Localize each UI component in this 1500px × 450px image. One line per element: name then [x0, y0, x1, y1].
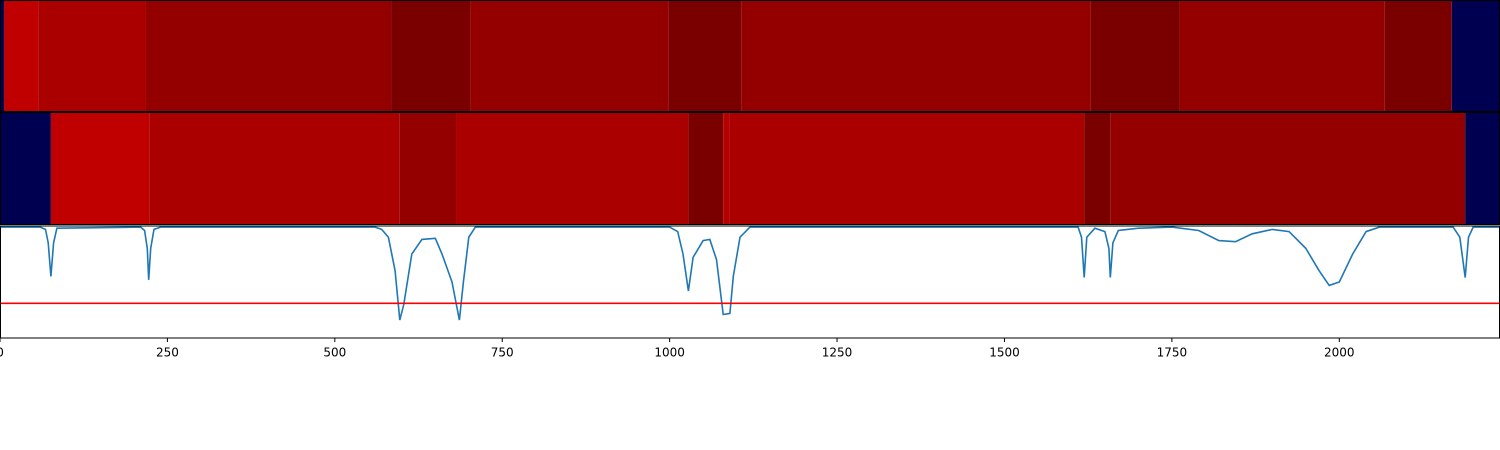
segment: [1090, 1, 1180, 112]
segment: [729, 113, 1085, 225]
segment: [1465, 113, 1500, 225]
x-tick-label: 500: [323, 346, 346, 360]
segment: [0, 113, 51, 225]
x-tick-label: 1250: [822, 346, 853, 360]
x-tick-label: 1000: [654, 346, 685, 360]
segment: [149, 113, 400, 225]
x-tick-label: 2000: [1324, 346, 1355, 360]
segment: [399, 113, 457, 225]
segment: [50, 113, 150, 225]
segment: [391, 1, 471, 112]
x-tick-label: 1500: [989, 346, 1020, 360]
segment: [470, 1, 669, 112]
panel-frame: [0, 225, 1500, 339]
data-line: [0, 226, 1500, 321]
segment: [38, 1, 146, 112]
segment: [1084, 113, 1111, 225]
segment: [1384, 1, 1452, 112]
segment: [668, 1, 742, 112]
segment: [688, 113, 724, 225]
segment: [1451, 1, 1500, 112]
x-tick-label: 250: [156, 346, 179, 360]
x-tick-label: 1750: [1157, 346, 1188, 360]
segment: [741, 1, 1091, 112]
segment: [456, 113, 689, 225]
segment: [4, 1, 39, 112]
segment: [145, 1, 392, 112]
x-tick-label: 0: [0, 346, 4, 360]
segment: [723, 113, 730, 225]
segment: [1179, 1, 1385, 112]
x-tick-label: 750: [491, 346, 514, 360]
segment: [1110, 113, 1466, 225]
segment: [0, 1, 5, 112]
